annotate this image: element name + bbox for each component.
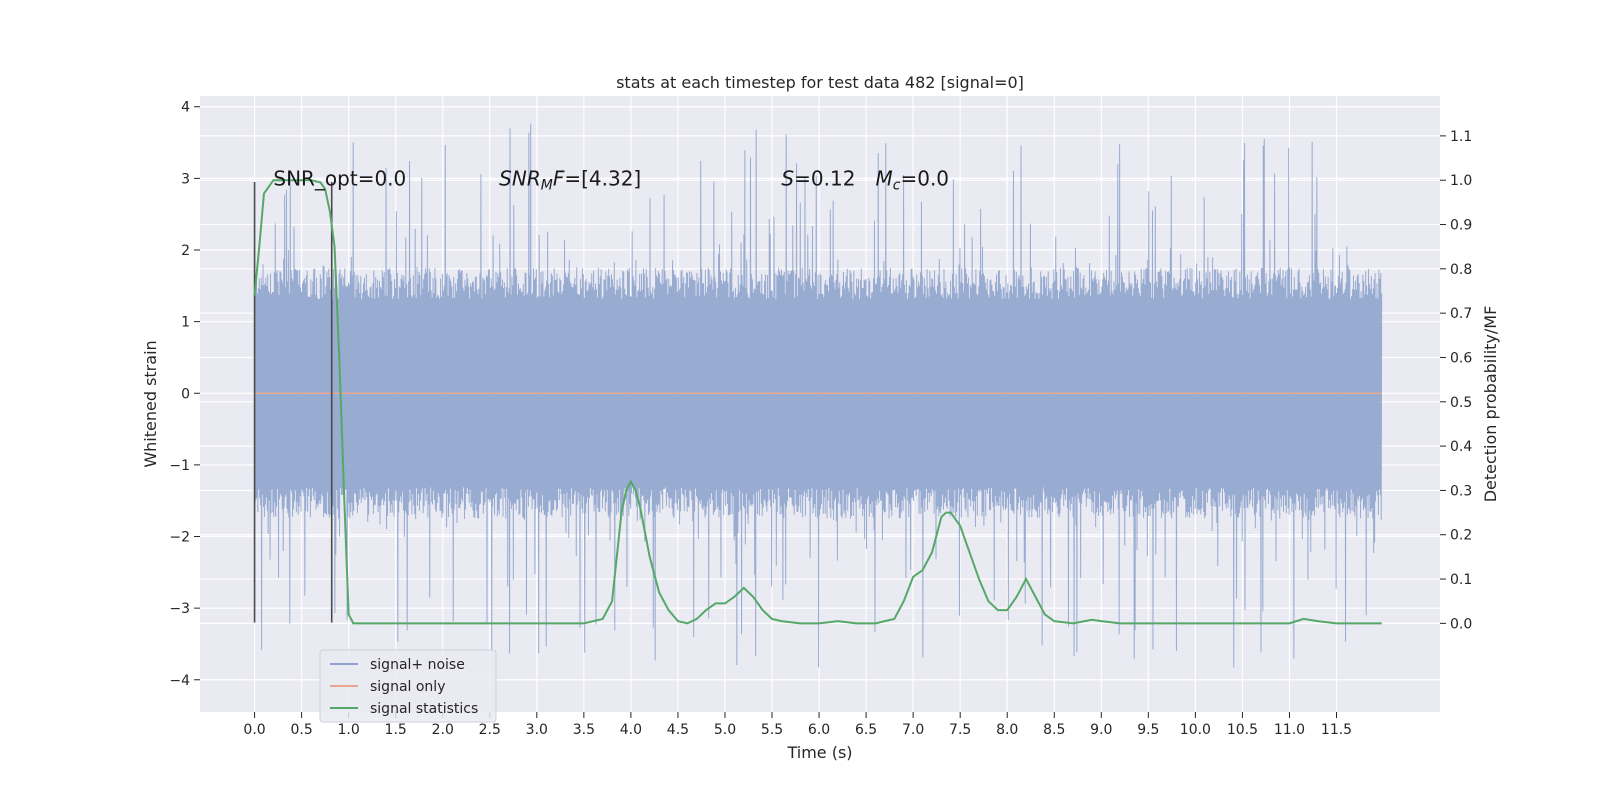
x-tick-label: 8.0 [996, 722, 1018, 738]
legend: signal+ noise signal only signal statistic… [319, 649, 497, 723]
right-y-tick-label: 0.5 [1450, 395, 1472, 411]
right-y-tick-label: 0.2 [1450, 528, 1472, 544]
x-tick-label: 1.5 [385, 722, 407, 738]
left-y-tick-label: −4 [169, 673, 190, 689]
x-tick-label: 11.0 [1274, 722, 1305, 738]
left-y-tick-label: 1 [181, 315, 190, 331]
right-y-tick-label: 0.0 [1450, 616, 1472, 632]
annotation-suffix: =0.0 [900, 167, 949, 191]
x-tick-label: 5.0 [714, 722, 736, 738]
right-y-tick-label: 1.0 [1450, 173, 1472, 189]
vertical-markers [253, 181, 333, 623]
annotation-2: S=0.12 [781, 167, 855, 191]
x-tick-label: 0.5 [290, 722, 312, 738]
x-tick-label: 6.5 [855, 722, 877, 738]
x-tick-label: 10.0 [1180, 722, 1211, 738]
left-y-tick-label: −3 [169, 601, 190, 617]
x-tick-label: 4.0 [620, 722, 642, 738]
right-y-tick-label: 0.6 [1450, 350, 1472, 366]
annotation-subscript: M [541, 178, 553, 194]
x-tick-label: 7.0 [902, 722, 924, 738]
left-y-tick-label: −2 [169, 530, 190, 546]
right-y-tick-label: 0.1 [1450, 572, 1472, 588]
annotation-prefix: S=0.12 [781, 167, 855, 191]
x-tick-label: 1.0 [338, 722, 360, 738]
x-tick-label: 0.0 [243, 722, 265, 738]
annotation-suffix: F=[4.32] [553, 167, 641, 191]
legend-label: signal statistics [370, 701, 478, 717]
right-y-tick-label: 0.9 [1450, 218, 1472, 234]
x-tick-label: 4.5 [667, 722, 689, 738]
x-tick-label: 6.0 [808, 722, 830, 738]
annotation-subscript: c [893, 178, 901, 194]
chart-title: stats at each timestep for test data 482… [616, 73, 1024, 92]
annotation-prefix: SNR [499, 167, 541, 191]
annotations: SNR_opt=0.0 SNRMF=[4.32] S=0.12 Mc=0.0 [273, 167, 949, 194]
right-y-tick-label: 0.7 [1450, 306, 1472, 322]
x-tick-label: 2.0 [432, 722, 454, 738]
signal-noise-line [254, 123, 1383, 668]
annotation-0: SNR_opt=0.0 [273, 167, 406, 191]
annotation-1: SNRMF=[4.32] [499, 167, 641, 194]
signal-statistics-line [253, 179, 1382, 625]
x-tick-label: 9.5 [1137, 722, 1159, 738]
left-y-tick-label: 3 [181, 171, 190, 187]
legend-label: signal+ noise [370, 657, 465, 673]
x-axis-label: Time (s) [786, 743, 852, 762]
x-tick-label: 11.5 [1321, 722, 1352, 738]
annotation-prefix: M [876, 167, 893, 191]
left-y-axis-label: Whitened strain [141, 340, 160, 467]
right-y-tick-label: 0.4 [1450, 439, 1472, 455]
right-y-tick-label: 0.8 [1450, 262, 1472, 278]
signal-statistics-series [253, 179, 1382, 625]
x-tick-label: 2.5 [479, 722, 501, 738]
signal-noise-series [254, 123, 1383, 668]
x-tick-label: 8.5 [1043, 722, 1065, 738]
left-y-tick-label: 4 [181, 100, 190, 116]
x-tick-label: 3.0 [526, 722, 548, 738]
right-y-axis-label: Detection probability/MF [1481, 306, 1500, 503]
x-tick-label: 3.5 [573, 722, 595, 738]
annotation-3: Mc=0.0 [876, 167, 950, 194]
x-tick-label: 9.0 [1090, 722, 1112, 738]
x-tick-label: 5.5 [761, 722, 783, 738]
x-axis-ticks: 0.0 0.5 1.0 1.5 2.0 2.5 3.0 3.5 4.0 4.5 5.0 5.5 6.0 6… [243, 712, 1352, 738]
left-y-tick-label: −1 [169, 458, 190, 474]
x-tick-label: 7.5 [949, 722, 971, 738]
legend-box [319, 649, 497, 723]
left-y-axis-ticks: −4 −3 −2 −1 0 1 2 3 4 [169, 100, 200, 689]
legend-label: signal only [370, 679, 445, 695]
annotation-prefix: SNR_opt=0.0 [273, 167, 406, 191]
x-tick-label: 10.5 [1227, 722, 1258, 738]
left-y-tick-label: 0 [181, 386, 190, 402]
right-y-tick-label: 1.1 [1450, 129, 1472, 145]
right-y-axis-ticks: 0.0 0.1 0.2 0.3 0.4 0.5 0.6 0.7 0.8 0.9 1.0 1.1 [1440, 129, 1472, 632]
right-y-tick-label: 0.3 [1450, 483, 1472, 499]
left-y-tick-label: 2 [181, 243, 190, 259]
